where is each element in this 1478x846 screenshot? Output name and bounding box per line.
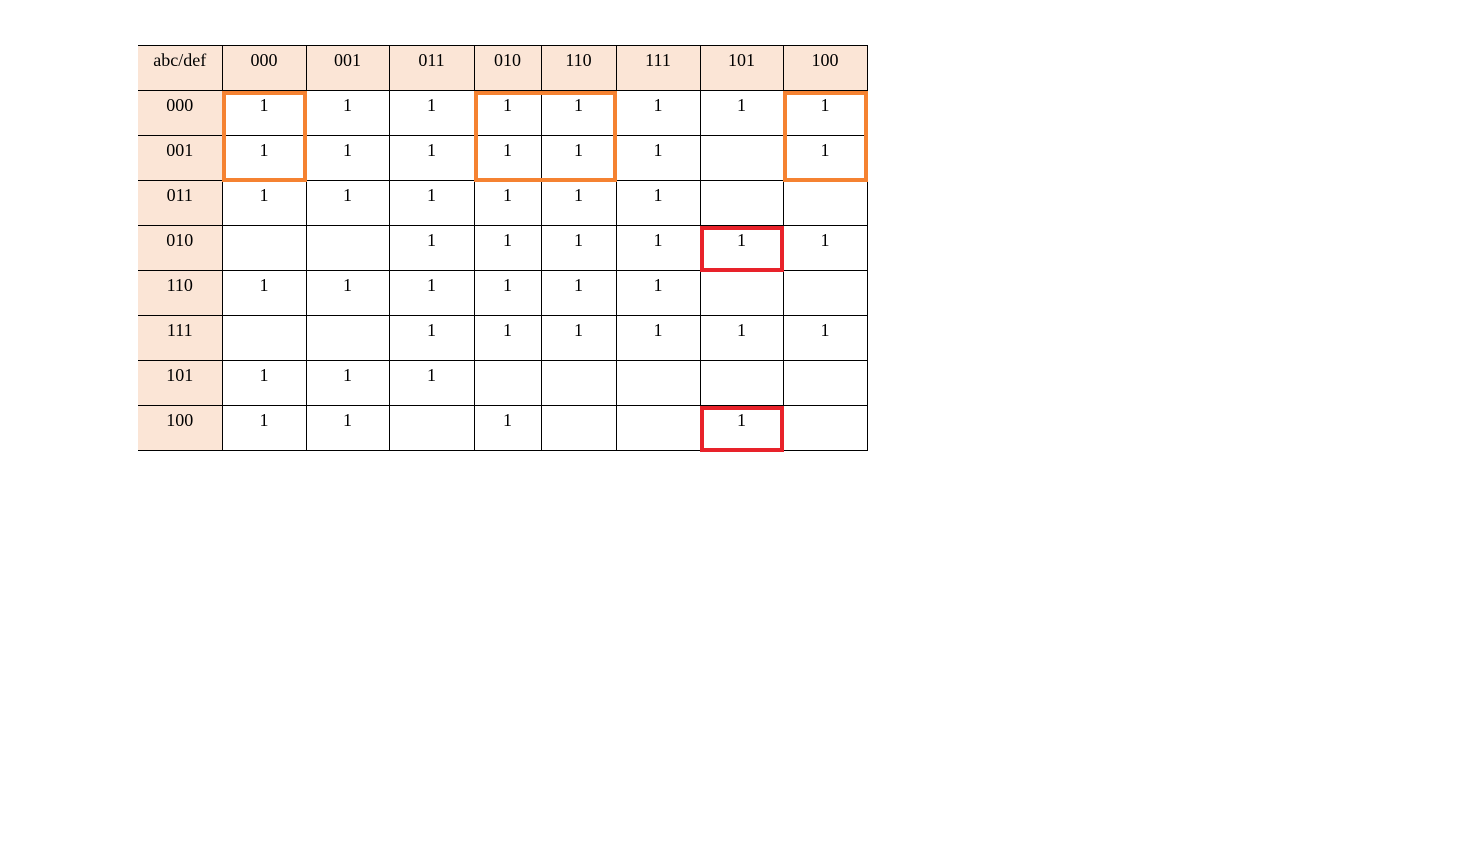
- kmap-cell: 1: [388, 360, 475, 406]
- kmap-row: 001 1 1 1 1 1 1 1: [138, 135, 868, 181]
- column-header: 110: [540, 45, 617, 91]
- kmap-cell: 1: [221, 405, 307, 451]
- kmap-cell: 1: [305, 180, 390, 226]
- kmap-cell: [699, 270, 784, 316]
- row-header: 101: [138, 360, 223, 406]
- kmap-cell: [221, 315, 307, 361]
- row-header: 001: [138, 135, 223, 181]
- kmap-cell: 1: [782, 90, 868, 136]
- kmap-cell: 1: [305, 405, 390, 451]
- kmap-table: abc/def 000 001 011 010 110 111 101 100 …: [138, 45, 868, 451]
- kmap-cell: [473, 360, 542, 406]
- kmap-row: 010 1 1 1 1 1 1: [138, 225, 868, 271]
- kmap-cell: 1: [782, 135, 868, 181]
- kmap-cell: [699, 180, 784, 226]
- kmap-cell: [305, 315, 390, 361]
- corner-label: abc/def: [138, 45, 223, 91]
- row-header: 010: [138, 225, 223, 271]
- kmap-cell: 1: [699, 225, 784, 271]
- kmap-cell: 1: [615, 135, 701, 181]
- kmap-cell: 1: [782, 315, 868, 361]
- kmap-cell: 1: [615, 180, 701, 226]
- kmap-cell: [782, 180, 868, 226]
- column-header: 101: [699, 45, 784, 91]
- kmap-cell: 1: [699, 90, 784, 136]
- kmap-cell: 1: [221, 90, 307, 136]
- kmap-cell: 1: [388, 225, 475, 271]
- kmap-cell: 1: [540, 90, 617, 136]
- kmap-cell: 1: [473, 270, 542, 316]
- column-header: 111: [615, 45, 701, 91]
- kmap-row: 101 1 1 1: [138, 360, 868, 406]
- kmap-row: 011 1 1 1 1 1 1: [138, 180, 868, 226]
- kmap-cell: 1: [699, 315, 784, 361]
- kmap-cell: 1: [388, 180, 475, 226]
- column-header: 010: [473, 45, 542, 91]
- kmap-cell: 1: [473, 315, 542, 361]
- kmap-cell: 1: [540, 315, 617, 361]
- kmap-cell: 1: [540, 135, 617, 181]
- kmap-cell: 1: [305, 270, 390, 316]
- kmap-cell: [782, 270, 868, 316]
- row-header: 111: [138, 315, 223, 361]
- column-header: 011: [388, 45, 475, 91]
- kmap-cell: 1: [473, 225, 542, 271]
- kmap-cell: 1: [305, 360, 390, 406]
- row-header: 100: [138, 405, 223, 451]
- kmap-cell: [388, 405, 475, 451]
- kmap-row: 111 1 1 1 1 1 1: [138, 315, 868, 361]
- kmap-cell: [699, 360, 784, 406]
- kmap-cell: 1: [221, 135, 307, 181]
- kmap-cell: [615, 360, 701, 406]
- column-header: 000: [221, 45, 307, 91]
- kmap-cell: 1: [221, 270, 307, 316]
- kmap-cell: 1: [615, 270, 701, 316]
- kmap-cell: [540, 405, 617, 451]
- kmap-cell: [699, 135, 784, 181]
- kmap-row: 000 1 1 1 1 1 1 1 1: [138, 90, 868, 136]
- kmap-cell: 1: [221, 360, 307, 406]
- kmap-cell: 1: [540, 180, 617, 226]
- kmap-cell: 1: [615, 225, 701, 271]
- kmap-cell: [782, 405, 868, 451]
- kmap-cell: [305, 225, 390, 271]
- kmap-cell: 1: [388, 90, 475, 136]
- kmap-cell: 1: [305, 90, 390, 136]
- kmap-row: 100 1 1 1 1: [138, 405, 868, 451]
- kmap-cell: 1: [473, 405, 542, 451]
- header-row: abc/def 000 001 011 010 110 111 101 100: [138, 45, 868, 91]
- kmap-cell: 1: [388, 315, 475, 361]
- kmap-cell: 1: [305, 135, 390, 181]
- kmap-row: 110 1 1 1 1 1 1: [138, 270, 868, 316]
- row-header: 011: [138, 180, 223, 226]
- kmap-cell: 1: [388, 270, 475, 316]
- row-header: 110: [138, 270, 223, 316]
- kmap-cell: 1: [540, 225, 617, 271]
- kmap-cell: [540, 360, 617, 406]
- kmap-cell: 1: [473, 90, 542, 136]
- kmap-cell: 1: [221, 180, 307, 226]
- kmap-cell: [782, 360, 868, 406]
- column-header: 100: [782, 45, 868, 91]
- kmap-cell: 1: [699, 405, 784, 451]
- kmap-cell: 1: [473, 135, 542, 181]
- kmap-cell: 1: [473, 180, 542, 226]
- karnaugh-map: abc/def 000 001 011 010 110 111 101 100 …: [138, 45, 868, 452]
- kmap-cell: [221, 225, 307, 271]
- kmap-cell: 1: [615, 90, 701, 136]
- kmap-cell: [615, 405, 701, 451]
- kmap-cell: 1: [388, 135, 475, 181]
- kmap-cell: 1: [540, 270, 617, 316]
- row-header: 000: [138, 90, 223, 136]
- column-header: 001: [305, 45, 390, 91]
- kmap-cell: 1: [782, 225, 868, 271]
- kmap-cell: 1: [615, 315, 701, 361]
